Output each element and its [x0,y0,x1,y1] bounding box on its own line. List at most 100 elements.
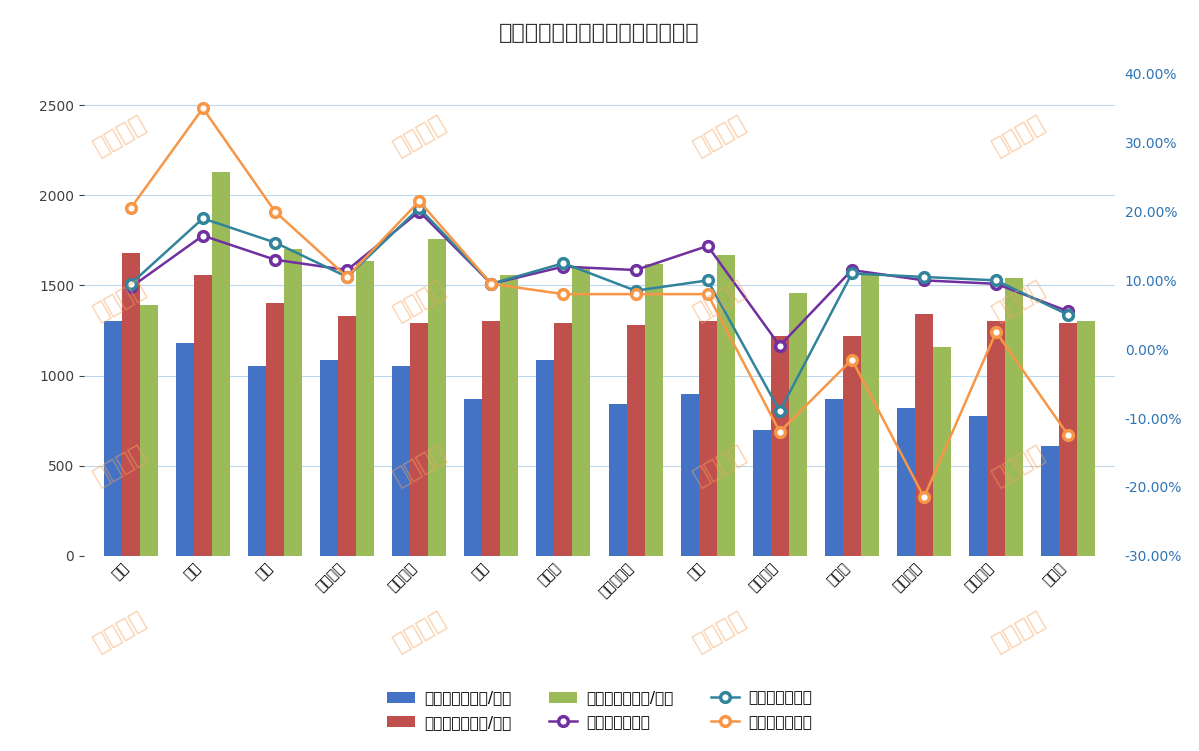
Text: 诺意找房: 诺意找房 [689,110,749,160]
二居室租金环比 [412,204,427,213]
Bar [428,239,446,556]
二居室租金环比 [628,286,643,295]
二居室租金环比 [484,279,499,288]
Bar [915,314,933,556]
Bar [248,366,266,556]
Line: 一居室租金环比: 一居室租金环比 [126,207,1073,351]
Bar [933,347,951,556]
Bar [627,325,645,556]
Bar [1041,446,1059,556]
Bar [482,321,500,556]
一居室租金环比 [772,341,787,350]
三居室租金环比 [412,197,427,206]
一居室租金环比 [412,207,427,216]
二居室租金环比 [772,406,787,415]
三居室租金环比 [484,279,499,288]
Bar [320,360,338,556]
一居室租金环比 [267,255,282,264]
Bar [140,305,158,556]
Text: 诺意找房: 诺意找房 [390,276,450,325]
Bar [176,343,194,556]
二居室租金环比 [917,273,932,282]
Bar [572,267,590,556]
Bar [536,360,554,556]
一居室租金环比 [989,279,1004,288]
一居室租金环比 [1061,307,1076,316]
Text: 诺意找房: 诺意找房 [689,276,749,325]
Bar [771,336,789,556]
三居室租金环比 [700,290,715,299]
Bar [825,399,843,556]
一居室租金环比 [844,266,858,275]
Bar [1059,323,1077,556]
Bar [104,321,122,556]
Text: 诺意找房: 诺意找房 [90,606,150,656]
Bar [789,293,807,556]
Bar [987,321,1005,556]
Text: 诺意找房: 诺意找房 [390,606,450,656]
Bar [681,394,699,556]
三居室租金环比 [772,427,787,436]
三居室租金环比 [123,204,138,213]
Text: 诺意找房: 诺意找房 [989,110,1049,160]
一居室租金环比 [556,262,571,271]
二居室租金环比 [700,276,715,285]
Bar [284,249,302,556]
Bar [861,275,879,556]
一居室租金环比 [195,231,210,240]
Text: 诺意找房: 诺意找房 [989,441,1049,490]
Line: 二居室租金环比: 二居室租金环比 [126,204,1073,416]
一居室租金环比 [484,279,499,288]
一居室租金环比 [700,241,715,250]
Bar [1005,278,1023,556]
Bar [609,404,627,556]
Text: 诺意找房: 诺意找房 [90,276,150,325]
Text: 诺意找房: 诺意找房 [989,606,1049,656]
Bar [554,323,572,556]
Legend: 一居室租金（元/月）, 二居室租金（元/月）, 三居室租金（元/月）, 一居室租金环比, 二居室租金环比, 三居室租金环比: 一居室租金（元/月）, 二居室租金（元/月）, 三居室租金（元/月）, 一居室租… [381,684,818,736]
三居室租金环比 [989,327,1004,336]
三居室租金环比 [267,207,282,216]
二居室租金环比 [123,279,138,288]
Bar [122,253,140,556]
三居室租金环比 [556,290,571,299]
Bar [356,261,374,556]
Text: 诺意找房: 诺意找房 [390,441,450,490]
Bar [212,172,230,556]
Bar [266,303,284,556]
Text: 诺意找房: 诺意找房 [689,606,749,656]
一居室租金环比 [628,266,643,275]
Bar [194,275,212,556]
Bar [843,336,861,556]
三居室租金环比 [917,493,932,502]
Text: 诺意找房: 诺意找房 [390,110,450,160]
三居室租金环比 [628,290,643,299]
Bar [753,430,771,556]
Text: 诺意找房: 诺意找房 [689,441,749,490]
Bar [699,321,717,556]
二居室租金环比 [195,214,210,223]
一居室租金环比 [123,282,138,291]
三居室租金环比 [844,355,858,364]
二居室租金环比 [341,273,355,282]
Title: 北海本周各商圈各居室租金及环比: 北海本周各商圈各居室租金及环比 [499,23,700,44]
Bar [717,255,735,556]
二居室租金环比 [267,238,282,247]
Bar [338,316,356,556]
Bar [969,416,987,556]
Bar [500,275,518,556]
Bar [464,399,482,556]
二居室租金环比 [556,258,571,267]
二居室租金环比 [844,269,858,278]
Bar [897,408,915,556]
一居室租金环比 [341,266,355,275]
二居室租金环比 [1061,310,1076,319]
三居室租金环比 [195,104,210,113]
Text: 诺意找房: 诺意找房 [989,276,1049,325]
Line: 三居室租金环比: 三居室租金环比 [126,104,1073,502]
一居室租金环比 [917,276,932,285]
Bar [392,366,410,556]
三居室租金环比 [1061,431,1076,440]
Text: 诺意找房: 诺意找房 [90,441,150,490]
三居室租金环比 [341,273,355,282]
